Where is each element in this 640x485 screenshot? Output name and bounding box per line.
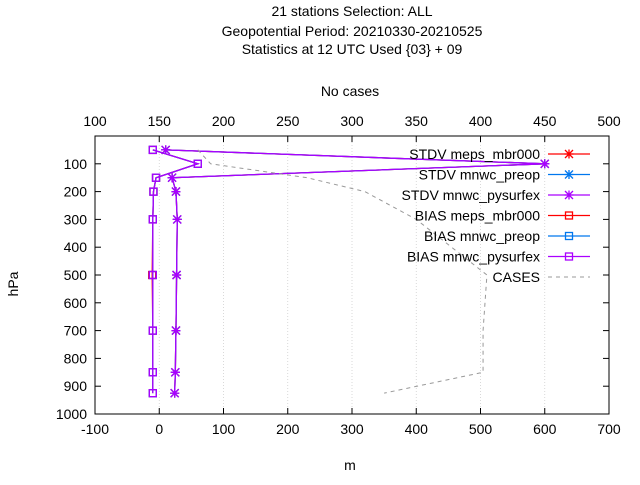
x-tick-label: 100: [212, 421, 236, 437]
legend-label: STDV meps_mbr000: [409, 146, 540, 162]
chart-title-line-3: Statistics at 12 UTC Used {03} + 09: [242, 41, 463, 57]
axes: -100 0 100 200 300 400 500 600 700 100 150 200 250 30…: [56, 113, 621, 437]
data-point: [170, 388, 180, 398]
data-point: [171, 187, 181, 197]
y-axis-label: hPa: [5, 271, 21, 296]
data-point: [172, 270, 182, 280]
legend-label: CASES: [493, 269, 540, 285]
data-point: [148, 145, 157, 155]
legend-label: BIAS mnwc_pysurfex: [407, 249, 540, 265]
x2-tick-label: 450: [533, 113, 557, 129]
y-tick-label: 300: [64, 211, 88, 227]
data-point: [148, 326, 157, 335]
data-point: [151, 173, 161, 182]
data-point: [171, 326, 181, 336]
y-tick-label: 100: [64, 156, 88, 172]
x2-tick-label: 350: [405, 113, 429, 129]
series-line: [197, 149, 488, 394]
data-point: [540, 159, 550, 169]
data-point: [148, 368, 157, 377]
data-point: [148, 270, 157, 280]
y-tick-label: 900: [64, 378, 88, 394]
x-tick-label: -100: [81, 421, 109, 437]
legend: STDV meps_mbr000 STDV mnwc_preop STDV mnwc…: [402, 146, 590, 285]
x2-tick-label: 500: [597, 113, 621, 129]
legend-label: BIAS mnwc_preop: [424, 228, 540, 244]
data-point: [148, 388, 157, 398]
x-tick-label: 600: [533, 421, 557, 437]
x2-tick-label: 150: [148, 113, 172, 129]
chart-titles: 21 stations Selection: ALL Geopotential …: [222, 3, 483, 57]
data-point: [170, 367, 180, 377]
legend-marker: [564, 149, 574, 159]
series-bias-mnwc-pysurfex: [148, 145, 202, 398]
series-stdv-meps-mbr000: [161, 145, 550, 398]
x-tick-label: 200: [276, 421, 300, 437]
legend-marker: [564, 252, 574, 261]
x2-tick-label: 200: [212, 113, 236, 129]
data-point: [148, 215, 157, 224]
data-point: [193, 159, 202, 168]
legend-label: BIAS meps_mbr000: [415, 208, 540, 224]
x2-tick-label: 100: [83, 113, 107, 129]
x2-tick-label: 400: [469, 113, 493, 129]
x-tick-label: 0: [155, 421, 163, 437]
data-point: [167, 173, 177, 183]
y-tick-label: 700: [64, 323, 88, 339]
data-point: [172, 214, 182, 224]
x-axis-label: m: [344, 457, 356, 473]
x2-tick-label: 300: [340, 113, 364, 129]
y-tick-label: 800: [64, 350, 88, 366]
legend-marker: [564, 231, 574, 241]
y-tick-label: 400: [64, 239, 88, 255]
series-stdv-mnwc-preop: [161, 145, 550, 398]
legend-label: STDV mnwc_preop: [419, 167, 541, 183]
x-tick-label: 400: [405, 421, 429, 437]
chart-title-line-1: 21 stations Selection: ALL: [271, 3, 432, 19]
y-tick-label: 500: [64, 267, 88, 283]
data-point: [161, 145, 171, 155]
legend-marker: [564, 211, 574, 220]
data-point: [149, 187, 158, 196]
series-cases: [197, 149, 488, 394]
x2-axis-label: No cases: [321, 83, 379, 99]
x2-tick-label: 250: [276, 113, 300, 129]
series-line: [152, 149, 200, 394]
y-tick-label: 1000: [56, 406, 87, 422]
legend-label: STDV mnwc_pysurfex: [402, 187, 540, 203]
grid: [158, 136, 546, 414]
chart-title-line-2: Geopotential Period: 20210330-20210525: [222, 23, 483, 39]
x-tick-label: 500: [469, 421, 493, 437]
series-stdv-mnwc-pysurfex: [161, 145, 550, 398]
legend-marker: [564, 170, 574, 179]
legend-marker: [564, 190, 574, 200]
x-tick-label: 300: [340, 421, 364, 437]
x-tick-label: 700: [597, 421, 621, 437]
y-tick-label: 200: [64, 184, 88, 200]
y-tick-label: 600: [64, 295, 88, 311]
series-layer: [148, 145, 550, 398]
